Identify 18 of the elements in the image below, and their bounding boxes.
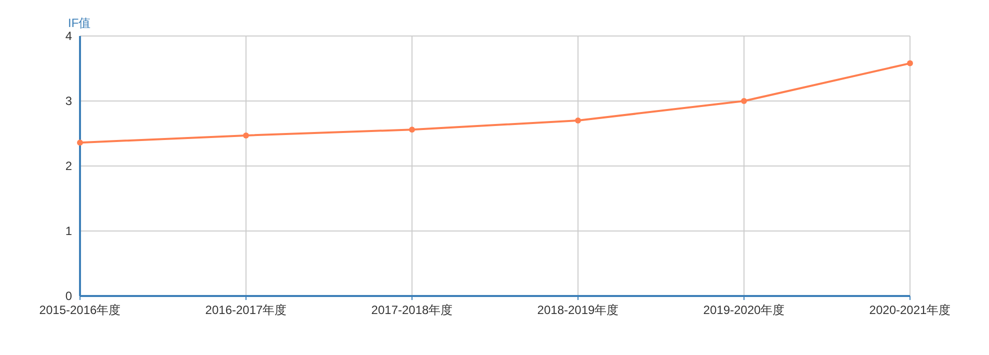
y-tick-label: 3 <box>65 94 72 108</box>
x-tick-label: 2015-2016年度 <box>39 303 121 317</box>
y-tick-label: 4 <box>65 29 72 43</box>
point <box>575 118 581 124</box>
y-tick-label: 2 <box>65 159 72 173</box>
y-tick-label: 0 <box>65 289 72 303</box>
point <box>77 140 83 146</box>
x-tick-label: 2019-2020年度 <box>703 303 785 317</box>
y-tick-label: 1 <box>65 224 72 238</box>
x-tick-label: 2016-2017年度 <box>205 303 287 317</box>
point <box>243 132 249 138</box>
point <box>409 126 415 133</box>
y-axis-title: IF值 <box>68 16 91 30</box>
x-tick-label: 2018-2019年度 <box>537 303 619 317</box>
x-tick-label: 2017-2018年度 <box>371 303 453 317</box>
point <box>741 98 747 104</box>
x-tick-label: 2020-2021年度 <box>869 303 951 317</box>
point <box>907 60 913 66</box>
